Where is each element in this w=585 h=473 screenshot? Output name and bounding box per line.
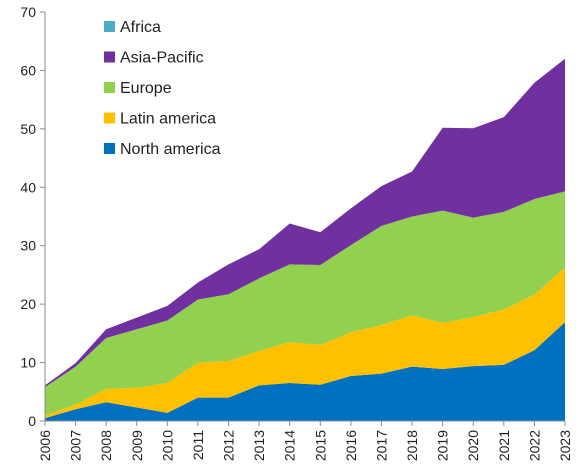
area-asia-pacific <box>45 58 565 388</box>
axes <box>44 12 565 422</box>
legend-swatch-africa <box>104 21 115 32</box>
y-tick-label: 70 <box>20 4 36 20</box>
y-tick-label: 60 <box>20 62 36 78</box>
legend-label-africa: Africa <box>120 19 161 36</box>
x-tick-label: 2021 <box>496 430 512 461</box>
x-tick-label: 2006 <box>37 430 53 461</box>
x-tick-label: 2016 <box>343 430 359 461</box>
x-tick-label: 2018 <box>404 430 420 461</box>
area-north-america <box>45 322 565 421</box>
area-latin-america <box>45 267 565 419</box>
legend-swatch-europe <box>104 82 115 93</box>
x-tick-label: 2019 <box>435 430 451 461</box>
x-tick-label: 2014 <box>282 430 298 461</box>
y-axis-ticks: 0 10 20 30 40 50 60 70 <box>20 4 45 429</box>
x-tick-label: 2011 <box>190 430 206 460</box>
x-tick-label: 2017 <box>373 430 389 461</box>
x-tick-label: 2013 <box>251 430 267 461</box>
legend-label-north-america: North america <box>120 141 221 158</box>
legend-swatch-latin-america <box>104 112 115 124</box>
x-tick-label: 2023 <box>557 430 573 461</box>
x-tick-label: 2022 <box>526 430 542 461</box>
x-tick-label: 2010 <box>159 430 175 461</box>
legend-label-latin-america: Latin america <box>120 111 216 128</box>
x-tick-label: 2015 <box>312 430 328 461</box>
y-tick-label: 50 <box>20 121 36 137</box>
x-tick-label: 2009 <box>129 430 145 461</box>
area-europe <box>45 191 565 416</box>
y-tick-label: 10 <box>20 355 36 371</box>
y-tick-label: 20 <box>20 296 36 312</box>
y-tick-label: 40 <box>20 179 36 195</box>
y-tick-label: 30 <box>20 238 36 254</box>
plot-areas <box>45 58 565 421</box>
x-tick-label: 2007 <box>68 430 84 461</box>
legend-swatch-asia-pacific <box>104 51 115 63</box>
x-tick-label: 2020 <box>465 430 481 461</box>
x-axis-ticks: 2006 2007 2008 2009 2010 2011 2012 2013 2014 2015… <box>37 421 573 461</box>
legend-label-asia-pacific: Asia-Pacific <box>120 50 204 67</box>
x-tick-label: 2012 <box>221 430 237 461</box>
legend: Africa Asia-Pacific Europe Latin america Nor… <box>104 19 221 158</box>
x-tick-label: 2008 <box>98 430 114 461</box>
y-tick-label: 0 <box>28 413 36 429</box>
legend-label-europe: Europe <box>120 80 172 97</box>
legend-swatch-north-america <box>104 143 115 154</box>
